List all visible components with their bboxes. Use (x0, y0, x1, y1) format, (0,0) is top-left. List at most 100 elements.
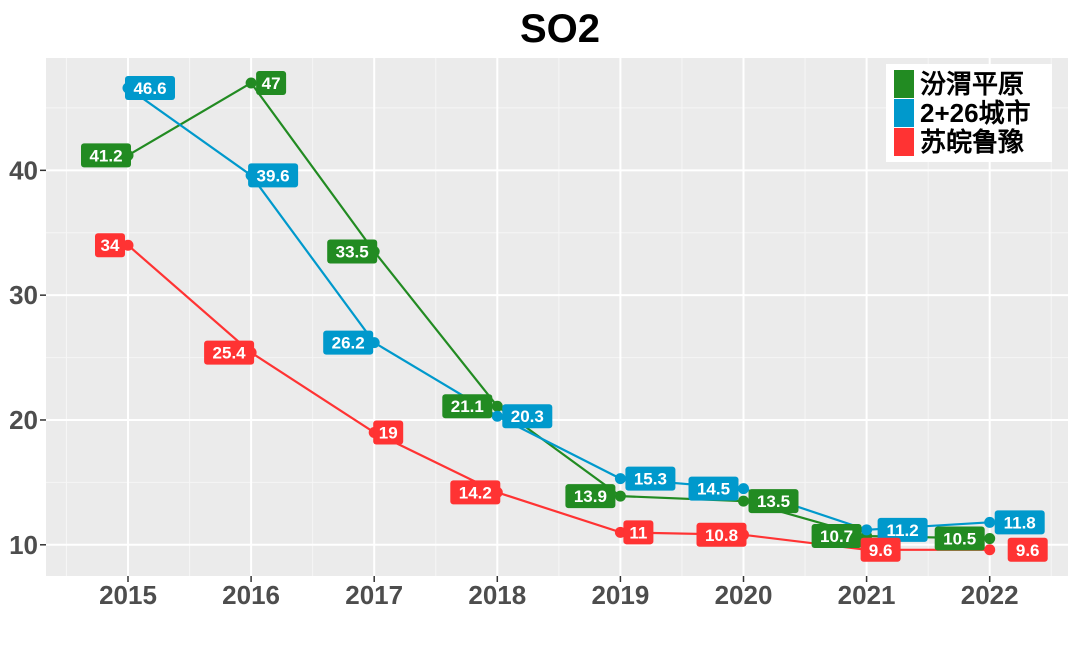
data-label: 14.5 (688, 476, 739, 501)
y-tick-label: 20 (9, 405, 38, 435)
data-point (245, 77, 257, 89)
data-label: 25.4 (204, 340, 255, 365)
data-label-text: 21.1 (451, 397, 484, 416)
data-label: 11.2 (877, 517, 928, 542)
data-label-box (248, 163, 299, 188)
data-label: 41.2 (81, 143, 131, 168)
x-tick-label: 2019 (591, 580, 649, 610)
data-label: 21.1 (442, 394, 493, 419)
x-tick-label: 2021 (838, 580, 896, 610)
data-label-box (450, 480, 501, 505)
data-label: 19 (373, 420, 404, 445)
chart-title: SO2 (520, 7, 600, 51)
data-label-box (696, 522, 747, 547)
data-label-text: 10.8 (705, 526, 738, 545)
data-point (614, 526, 626, 538)
data-label-box (625, 466, 676, 491)
data-label-text: 41.2 (89, 146, 122, 165)
data-label-box (623, 520, 654, 545)
data-label-text: 34 (101, 236, 120, 255)
data-label-text: 26.2 (332, 334, 365, 353)
data-label: 10.8 (696, 522, 747, 547)
data-label-text: 13.5 (757, 492, 790, 511)
data-label-text: 9.6 (869, 541, 893, 560)
data-label-text: 10.7 (820, 527, 853, 546)
data-point (738, 483, 749, 495)
data-label-box (256, 70, 287, 95)
legend-label: 苏皖鲁豫 (920, 127, 1024, 157)
data-labels-group: 41.2 47 33.5 21.1 13.9 13.5 10.7 10.5 46.6 39.6 26… (81, 70, 1048, 562)
data-label-box (994, 510, 1045, 535)
data-label-text: 15.3 (634, 470, 667, 489)
x-tick-label: 2015 (99, 580, 157, 610)
data-label: 39.6 (248, 163, 299, 188)
x-axis: 2015 2016 2017 2018 2019 2020 2021 2022 (99, 576, 1019, 610)
data-label-box (442, 394, 493, 419)
legend-swatch (894, 128, 914, 156)
data-label: 14.2 (450, 480, 501, 505)
data-label-text: 39.6 (257, 166, 290, 185)
data-label-box (748, 489, 799, 514)
x-tick-label: 2020 (715, 580, 773, 610)
data-label-box (860, 537, 901, 562)
data-label-box (327, 239, 378, 264)
data-label-box (565, 484, 616, 509)
x-tick-label: 2018 (468, 580, 526, 610)
data-point (122, 239, 134, 251)
data-label: 33.5 (327, 239, 378, 264)
x-tick-label: 2016 (222, 580, 280, 610)
data-label-box (688, 476, 739, 501)
data-label-text: 11.2 (887, 521, 919, 540)
data-label-box (323, 330, 374, 355)
x-tick-label: 2017 (345, 580, 403, 610)
legend-swatch (894, 99, 914, 127)
data-label-text: 9.6 (1016, 541, 1040, 560)
data-label: 13.9 (565, 484, 616, 509)
data-label-box (502, 404, 553, 429)
data-label-text: 13.9 (574, 487, 607, 506)
data-label-text: 46.6 (133, 79, 166, 98)
data-label-box (811, 524, 862, 549)
legend-label: 汾渭平原 (920, 69, 1024, 99)
data-label: 26.2 (323, 330, 374, 355)
y-tick-label: 40 (9, 155, 38, 185)
data-label: 9.6 (860, 537, 901, 562)
data-label-text: 11 (629, 523, 647, 542)
data-label: 10.7 (811, 524, 862, 549)
data-label-box (125, 75, 175, 100)
data-point (984, 544, 996, 556)
data-label: 34 (95, 233, 125, 258)
data-point (861, 524, 873, 536)
data-label-text: 20.3 (511, 407, 544, 426)
data-point (984, 533, 996, 545)
data-label: 47 (256, 70, 287, 95)
data-point (738, 495, 749, 507)
data-label-text: 33.5 (336, 242, 369, 261)
data-label: 9.6 (1007, 537, 1048, 562)
data-label-text: 14.5 (697, 480, 730, 499)
data-point (614, 490, 626, 502)
data-label: 20.3 (502, 404, 553, 429)
series-line (127, 87, 990, 531)
data-label: 10.5 (934, 526, 985, 551)
data-label-box (1007, 537, 1048, 562)
data-label-text: 14.2 (459, 483, 492, 502)
data-label-text: 10.5 (943, 530, 976, 549)
data-label-text: 25.4 (213, 344, 247, 363)
x-tick-label: 2022 (961, 580, 1019, 610)
data-label-box (95, 233, 125, 258)
data-label: 15.3 (625, 466, 676, 491)
data-label-box (81, 143, 131, 168)
data-label-text: 47 (262, 74, 281, 93)
data-label: 13.5 (748, 489, 799, 514)
data-label: 11.8 (994, 510, 1045, 535)
data-label-box (934, 526, 985, 551)
data-label-text: 19 (379, 423, 398, 442)
data-point (491, 400, 503, 412)
legend-swatch (894, 70, 914, 98)
data-point (984, 516, 996, 528)
data-point (491, 410, 503, 422)
grid-lines (46, 58, 1068, 576)
